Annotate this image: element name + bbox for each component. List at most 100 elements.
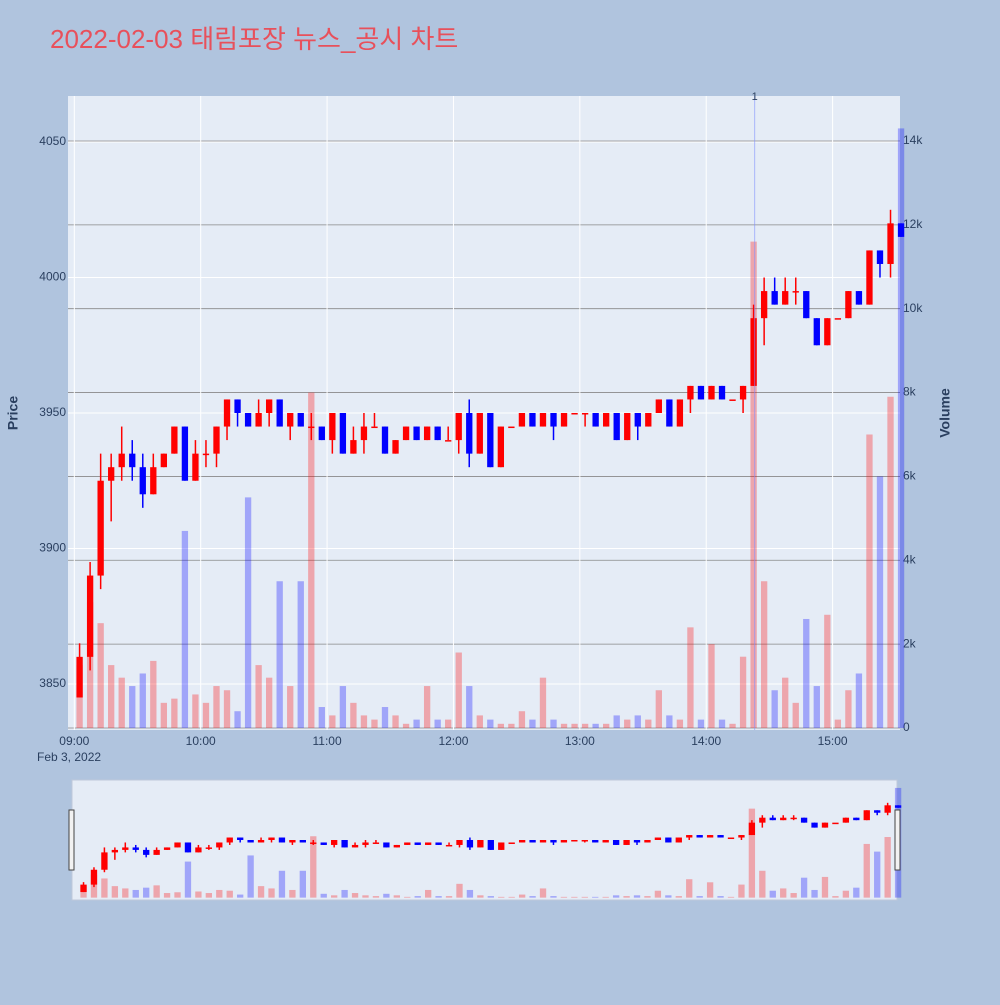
volume-bar (297, 581, 304, 728)
volume-bar (308, 392, 315, 728)
candle-body (842, 817, 850, 823)
volume-bar (803, 618, 810, 728)
candle-body (708, 385, 715, 400)
volume-bar (213, 686, 220, 728)
volume-bar (845, 690, 852, 728)
candle-body (571, 413, 578, 415)
candle-body (633, 840, 641, 843)
candle-body (739, 385, 747, 400)
y-tick-label: 3900 (39, 541, 66, 555)
candle-body (244, 413, 252, 427)
candle-body (508, 426, 515, 429)
candle-body (423, 426, 431, 441)
volume-bar (487, 896, 494, 898)
volume-bar (360, 715, 368, 728)
volume-bar (748, 808, 756, 898)
candle-body (371, 426, 378, 429)
volume-bar (195, 891, 202, 898)
y-tick-label: 3950 (39, 405, 66, 419)
chart-title: 2022-02-03 태림포장 뉴스_공시 차트 (50, 24, 458, 54)
volume-bar (184, 861, 192, 898)
candle-body (434, 426, 441, 441)
candle-body (247, 840, 254, 843)
candle-body (381, 426, 389, 454)
candle-body (624, 413, 631, 441)
candle-body (792, 291, 799, 293)
candle-body (866, 250, 873, 305)
candle-body (687, 385, 694, 400)
candle-body (750, 318, 757, 386)
volume-bar (792, 702, 799, 728)
volume-bar (739, 656, 747, 728)
candle-body (613, 413, 620, 441)
volume-bar (738, 884, 745, 898)
volume-bar (717, 896, 724, 898)
volume-bar (381, 707, 389, 728)
volume-bar (118, 677, 125, 728)
candle-body (644, 840, 651, 843)
candle-body (299, 840, 306, 843)
volume-bar (402, 723, 410, 728)
y-tick-label: 4050 (39, 134, 66, 148)
volume-bar (171, 698, 178, 728)
volume-bar (223, 690, 231, 728)
volume-bar (550, 719, 557, 728)
volume-bar (539, 677, 547, 728)
volume-bar (529, 719, 536, 728)
volume-bar (560, 723, 568, 728)
candle-body (675, 837, 682, 843)
candle-body (90, 869, 98, 885)
y2-tick-label: 6k (903, 469, 917, 483)
candle-body (729, 399, 736, 401)
y2-axis-title: Volume (937, 388, 953, 438)
candle-body (466, 413, 473, 454)
candle-body (111, 849, 119, 853)
candle-body (487, 840, 494, 850)
volume-bar (257, 886, 265, 898)
candle-body (811, 822, 818, 828)
candle-body (665, 837, 672, 843)
candle-body (205, 847, 213, 849)
volume-bar (842, 890, 850, 898)
range-handle[interactable] (68, 809, 75, 871)
candle-body (612, 840, 620, 845)
candle-body (581, 840, 588, 842)
candle-body (769, 817, 776, 821)
candle-body (760, 291, 768, 319)
candle-body (424, 842, 432, 845)
volume-bar (644, 896, 651, 898)
annotation-text: 1 (752, 91, 758, 103)
candle-body (748, 822, 756, 836)
volume-bar (518, 711, 526, 728)
volume-bar (560, 896, 568, 898)
candle-body (97, 480, 104, 576)
candle-body (759, 817, 766, 823)
candle-body (160, 453, 167, 468)
volume-bar (423, 686, 431, 728)
volume-bar (855, 673, 863, 728)
candle-body (706, 835, 714, 838)
volume-bar (129, 686, 136, 728)
volume-bar (623, 896, 630, 898)
candle-body (331, 840, 338, 845)
candle-body (676, 399, 684, 427)
candle-body (874, 810, 881, 813)
range-slider[interactable] (71, 779, 898, 901)
candle-body (550, 840, 557, 843)
candle-body (560, 413, 568, 427)
volume-bar (216, 889, 223, 898)
volume-bar (476, 715, 483, 728)
volume-bar (205, 893, 213, 898)
volume-bar (800, 877, 808, 898)
volume-bar (645, 719, 652, 728)
volume-bar (350, 702, 357, 728)
volume-bar (832, 896, 839, 898)
volume-bar (404, 896, 411, 898)
y2-tick-label: 12k (903, 217, 923, 231)
candle-body (310, 842, 317, 844)
candle-body (297, 413, 304, 427)
volume-bar (153, 885, 160, 898)
range-handle[interactable] (894, 809, 901, 871)
volume-bar (612, 895, 620, 898)
candle-body (171, 426, 178, 454)
